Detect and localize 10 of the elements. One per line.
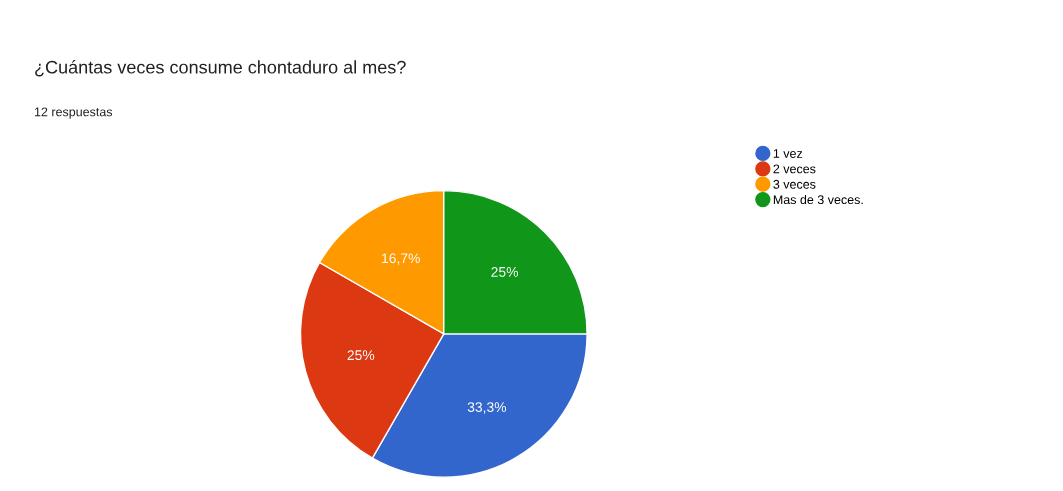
legend-label: 3 veces — [773, 179, 816, 189]
chart-title: ¿Cuántas veces consume chontaduro al mes? — [35, 60, 406, 77]
legend-label: 1 vez — [773, 149, 803, 158]
data-label: 25% — [347, 350, 375, 361]
data-label: 25% — [491, 266, 518, 277]
legend-label: 2 veces — [773, 164, 816, 174]
data-label: 33,3% — [467, 402, 507, 414]
legend-label: Mas de 3 veces. — [773, 194, 863, 205]
data-label: 16,7% — [382, 253, 420, 265]
text: 12 respuestas — [34, 107, 113, 119]
